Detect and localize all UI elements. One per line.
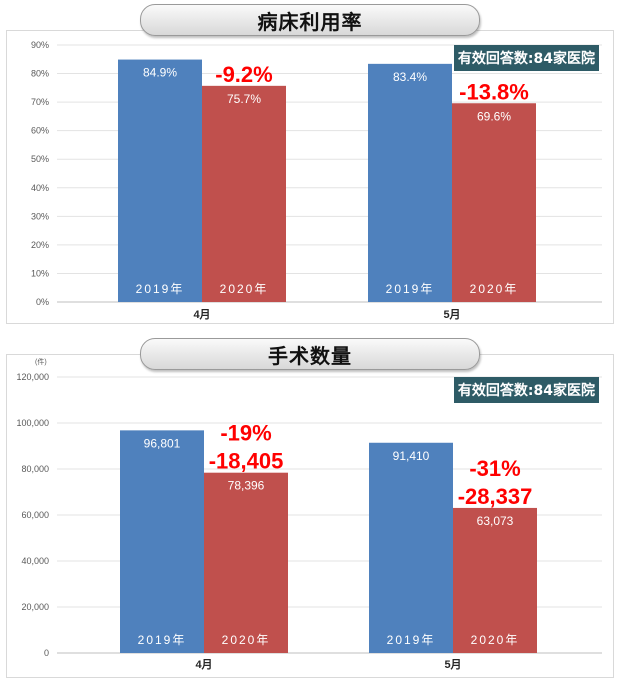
bar-2020 <box>204 472 288 653</box>
response-note-badge: 有效回答数:84家医院 <box>453 45 599 71</box>
bed-utilization-chart: 0% 10% 20% 30% 40% 50% 60% 70% 80% 90% 84.9% 2019年 7… <box>31 40 602 321</box>
bar-series-label: 2019年 <box>138 633 187 647</box>
bar-value-label: 69.6% <box>477 109 511 123</box>
y-tick-label: 60% <box>31 126 49 136</box>
bar-series-label: 2020年 <box>220 282 269 296</box>
change-annotation: -9.2% <box>215 62 272 87</box>
bar-2020 <box>202 85 286 302</box>
y-tick-label: 10% <box>31 268 49 278</box>
y-tick-label: 0 <box>44 648 49 658</box>
bar-2020 <box>453 507 537 653</box>
bar-series-label: 2019年 <box>136 282 185 296</box>
bar-value-label: 84.9% <box>143 66 177 80</box>
change-annotation: -28,337 <box>458 484 533 509</box>
chart-title-bed-utilization: 病床利用率 <box>140 4 480 36</box>
y-tick-label: 40,000 <box>21 556 49 566</box>
bar-value-label: 63,073 <box>477 514 514 528</box>
change-annotation: -13.8% <box>459 79 529 104</box>
change-annotation: -18,405 <box>209 449 284 474</box>
y-tick-label: 120,000 <box>16 372 49 382</box>
surgery-count-chart: 0 20,000 40,000 60,000 80,000 100,000 120,000 (… <box>16 357 602 671</box>
y-unit-label: (件) <box>35 357 47 366</box>
chart-panel-surgery-count: 0 20,000 40,000 60,000 80,000 100,000 120,000 (… <box>6 354 614 678</box>
change-annotation: -31% <box>469 456 520 481</box>
y-tick-label: 20,000 <box>21 602 49 612</box>
bar-2020 <box>452 103 536 303</box>
y-tick-label: 80% <box>31 69 49 79</box>
y-tick-label: 50% <box>31 154 49 164</box>
change-annotation: -19% <box>220 421 271 446</box>
bar-value-label: 96,801 <box>144 436 181 450</box>
bar-series-label: 2020年 <box>222 633 271 647</box>
y-tick-label: 90% <box>31 40 49 50</box>
bar-series-label: 2019年 <box>386 282 435 296</box>
y-tick-label: 40% <box>31 183 49 193</box>
y-tick-label: 60,000 <box>21 510 49 520</box>
bar-series-label: 2020年 <box>471 633 520 647</box>
response-note-badge: 有效回答数:84家医院 <box>453 377 599 403</box>
y-tick-label: 0% <box>36 297 49 307</box>
chart-title-surgery-count: 手术数量 <box>140 338 480 370</box>
bar-series-label: 2020年 <box>470 282 519 296</box>
bar-value-label: 75.7% <box>227 92 261 106</box>
y-tick-label: 80,000 <box>21 464 49 474</box>
y-tick-label: 30% <box>31 211 49 221</box>
y-tick-label: 100,000 <box>16 418 49 428</box>
x-category-label: 4月 <box>195 658 212 671</box>
y-tick-label: 70% <box>31 97 49 107</box>
bar-value-label: 83.4% <box>393 70 427 84</box>
y-tick-label: 20% <box>31 240 49 250</box>
x-category-label: 5月 <box>444 658 461 671</box>
bar-2019 <box>118 59 202 303</box>
bar-value-label: 78,396 <box>228 479 265 493</box>
bar-2019 <box>368 63 452 303</box>
bar-2019 <box>369 442 453 653</box>
x-category-label: 4月 <box>193 308 210 321</box>
chart-panel-bed-utilization: 0% 10% 20% 30% 40% 50% 60% 70% 80% 90% 84.9% 2019年 7… <box>6 30 614 324</box>
x-category-label: 5月 <box>443 308 460 321</box>
bar-series-label: 2019年 <box>387 633 436 647</box>
bar-value-label: 91,410 <box>393 449 430 463</box>
bar-2019 <box>120 430 204 653</box>
